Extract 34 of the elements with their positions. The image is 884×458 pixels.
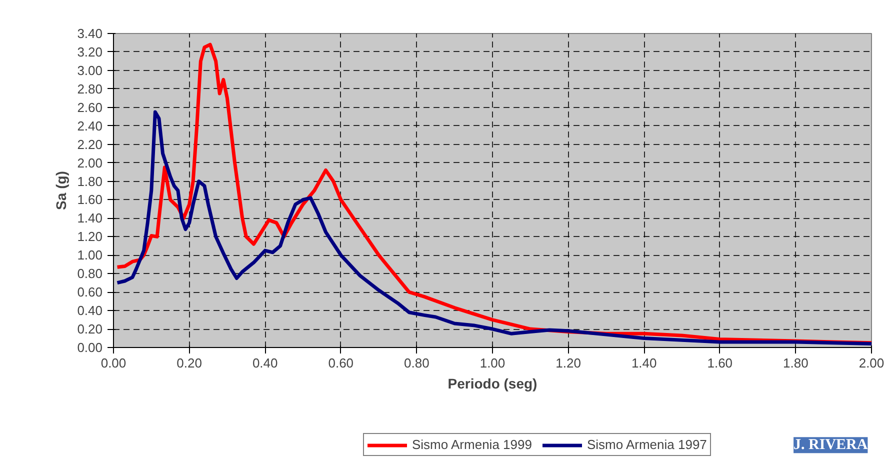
y-tick-label: 0.00 (77, 340, 103, 355)
y-tick-label: 1.20 (77, 229, 103, 244)
legend-label: Sismo Armenia 1999 (412, 437, 532, 452)
y-tick-label: 2.20 (77, 136, 103, 152)
x-tick-label: 1.20 (556, 356, 581, 370)
x-tick-label: 0.60 (328, 356, 354, 370)
line-series (116, 110, 872, 346)
y-tick-label: 1.40 (77, 210, 103, 226)
x-tick-label: 1.60 (707, 356, 733, 370)
x-tick-label: 1.00 (480, 356, 506, 370)
legend-label: Sismo Armenia 1997 (586, 437, 707, 452)
x-tick-label: 0.00 (100, 356, 126, 370)
y-tick-label: 3.20 (77, 44, 103, 60)
x-tick-label: 1.80 (783, 356, 808, 370)
x-tick-label: 0.40 (252, 356, 278, 370)
x-axis-title: Periodo (seg) (448, 376, 538, 392)
y-tick-label: 2.40 (77, 118, 103, 134)
y-tick-label: 0.20 (77, 322, 103, 337)
x-tick-label: 0.20 (176, 356, 202, 370)
y-tick-label: 3.40 (77, 26, 103, 41)
x-tick-label: 1.40 (631, 356, 657, 370)
y-tick-label: 0.60 (77, 284, 103, 300)
y-tick-label: 1.80 (77, 174, 103, 189)
y-tick-label: 0.40 (77, 303, 103, 318)
y-tick-label: 3.00 (77, 62, 103, 78)
y-tick-label: 1.60 (77, 192, 103, 208)
x-tick-label: 2.00 (858, 356, 884, 370)
y-tick-label: 0.80 (77, 266, 103, 282)
y-tick-label: 2.80 (77, 81, 103, 96)
y-axis-title: Sa (g) (53, 171, 70, 210)
y-tick-label: 1.00 (77, 248, 103, 263)
x-tick-label: 0.80 (404, 356, 430, 370)
y-tick-label: 2.00 (77, 155, 103, 170)
y-tick-label: 2.60 (77, 100, 103, 115)
